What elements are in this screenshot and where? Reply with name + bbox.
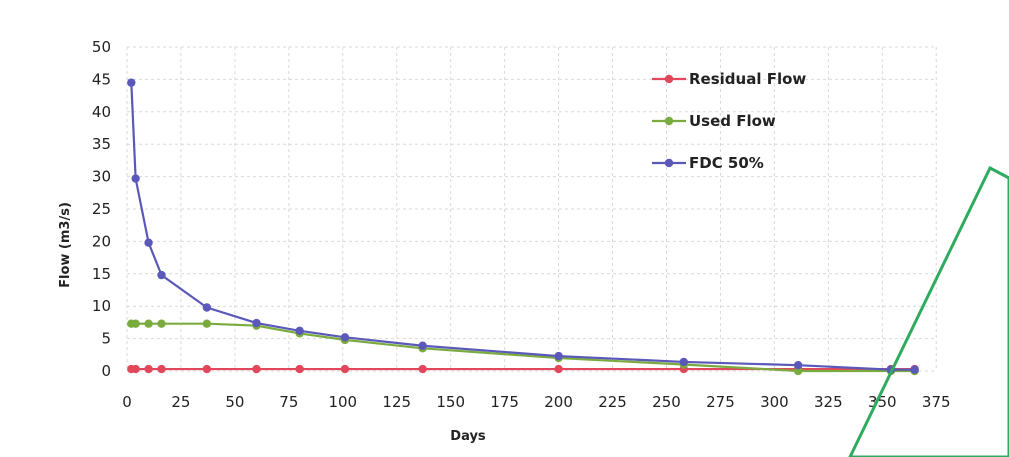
legend-item: Residual Flow bbox=[652, 70, 806, 88]
x-tick-label: 375 bbox=[922, 393, 951, 411]
data-point bbox=[554, 364, 563, 374]
data-point bbox=[131, 364, 140, 374]
data-point bbox=[295, 364, 304, 374]
data-point bbox=[252, 318, 261, 328]
legend: Residual Flow Used Flow FDC 50% bbox=[652, 70, 806, 172]
legend-label: Residual Flow bbox=[689, 70, 806, 88]
x-tick-label: 175 bbox=[490, 393, 519, 411]
legend-label: FDC 50% bbox=[689, 154, 764, 172]
data-point bbox=[131, 319, 140, 328]
x-tick-label: 75 bbox=[279, 393, 298, 411]
y-tick-label: 15 bbox=[92, 265, 111, 283]
x-tick-label: 125 bbox=[382, 393, 411, 411]
data-point bbox=[202, 364, 212, 374]
data-point bbox=[554, 351, 563, 361]
data-point bbox=[144, 319, 153, 328]
data-point bbox=[144, 364, 153, 374]
y-axis-title: Flow (m3/s) bbox=[58, 202, 73, 288]
legend-label: Used Flow bbox=[689, 112, 776, 130]
y-tick-label: 25 bbox=[92, 200, 111, 218]
legend-swatch-marker bbox=[664, 158, 674, 168]
data-point bbox=[144, 238, 153, 247]
x-tick-label: 150 bbox=[436, 393, 465, 411]
data-point bbox=[295, 326, 304, 336]
data-point bbox=[340, 364, 350, 374]
data-point bbox=[202, 319, 212, 328]
y-tick-label: 10 bbox=[92, 297, 111, 315]
x-tick-label: 0 bbox=[122, 393, 132, 411]
data-point bbox=[910, 365, 919, 374]
x-tick-label: 225 bbox=[598, 393, 627, 411]
series-1 bbox=[127, 319, 919, 376]
data-point bbox=[793, 366, 803, 376]
data-point bbox=[131, 174, 140, 183]
watermark-stamp bbox=[848, 165, 1009, 457]
x-tick-label: 100 bbox=[328, 393, 357, 411]
y-tick-label: 35 bbox=[92, 135, 111, 153]
data-point bbox=[418, 341, 427, 350]
data-point bbox=[157, 364, 166, 374]
legend-item: FDC 50% bbox=[652, 154, 764, 172]
y-tick-label: 30 bbox=[92, 168, 111, 186]
y-tick-label: 0 bbox=[101, 362, 111, 380]
y-tick-label: 40 bbox=[92, 103, 111, 121]
legend-swatch-marker bbox=[664, 116, 674, 126]
x-tick-label: 325 bbox=[814, 393, 843, 411]
x-tick-label: 300 bbox=[760, 393, 789, 411]
y-tick-label: 50 bbox=[92, 38, 111, 56]
x-axis-title: Days bbox=[450, 429, 486, 444]
data-point bbox=[418, 364, 427, 374]
x-tick-label: 25 bbox=[171, 393, 190, 411]
data-point bbox=[157, 319, 166, 328]
series-line bbox=[130, 82, 915, 371]
data-point bbox=[793, 360, 803, 370]
data-series bbox=[127, 78, 919, 376]
data-point bbox=[157, 270, 166, 280]
y-tick-label: 5 bbox=[101, 330, 111, 348]
x-tick-label: 250 bbox=[652, 393, 681, 411]
y-tick-label: 20 bbox=[92, 232, 111, 250]
data-point bbox=[127, 78, 136, 87]
data-point bbox=[340, 333, 350, 342]
data-point bbox=[202, 303, 212, 312]
data-point bbox=[252, 364, 261, 374]
data-point bbox=[679, 357, 688, 367]
axes: 0 25 50 75 100 125 150 175 200 225 250 275 300 325 350… bbox=[92, 38, 951, 411]
x-tick-label: 275 bbox=[706, 393, 735, 411]
stamp-border bbox=[848, 165, 1009, 457]
y-tick-label: 45 bbox=[92, 70, 111, 88]
series-2 bbox=[127, 78, 919, 374]
x-tick-label: 200 bbox=[544, 393, 573, 411]
legend-item: Used Flow bbox=[652, 112, 776, 130]
x-tick-label: 50 bbox=[225, 393, 244, 411]
legend-swatch-marker bbox=[664, 74, 674, 84]
gridlines bbox=[126, 46, 937, 372]
